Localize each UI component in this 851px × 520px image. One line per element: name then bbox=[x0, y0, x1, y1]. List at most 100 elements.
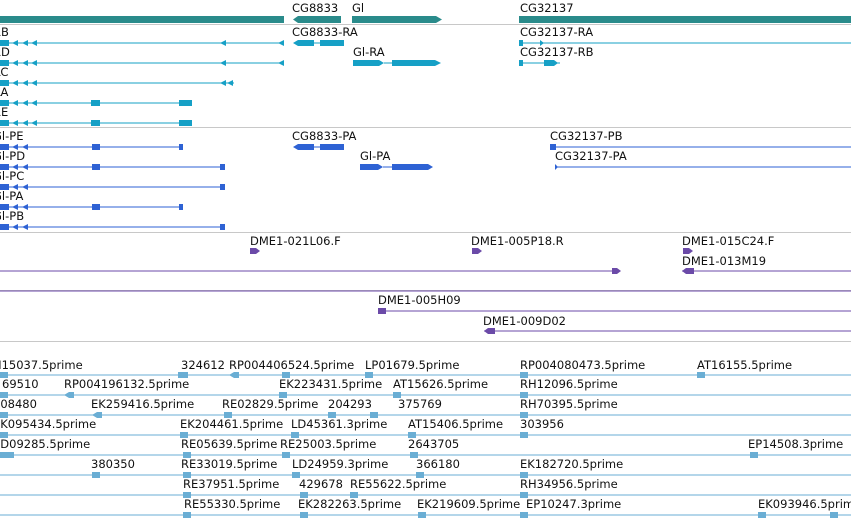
est-label[interactable]: LP01679.5prime bbox=[365, 358, 460, 372]
transcript-gl-pa[interactable] bbox=[360, 164, 433, 170]
est-track bbox=[0, 372, 851, 518]
clone-dme1-009d02[interactable] bbox=[484, 328, 851, 334]
est-label[interactable]: EK182720.5prime bbox=[520, 457, 624, 471]
transcript-rd[interactable] bbox=[0, 60, 284, 66]
est-label[interactable]: EK093946.5prime bbox=[758, 497, 851, 511]
transcript-label-cg32137-ra[interactable]: CG32137-RA bbox=[520, 25, 594, 39]
est-label[interactable]: RH70395.5prime bbox=[520, 397, 618, 411]
est-label[interactable]: RH12096.5prime bbox=[520, 377, 618, 391]
est-label[interactable]: 324612 bbox=[181, 358, 225, 372]
est-label[interactable]: 204293 bbox=[328, 397, 372, 411]
transcript-label-rb[interactable]: RB bbox=[0, 25, 9, 39]
est-label[interactable]: RE25003.5prime bbox=[280, 437, 377, 451]
est-label[interactable]: 108480 bbox=[0, 397, 37, 411]
est-label[interactable]: N15037.5prime bbox=[0, 358, 83, 372]
transcript-cg32137-pa[interactable] bbox=[555, 164, 851, 170]
clone-mark[interactable] bbox=[250, 248, 260, 254]
transcript-label-rc[interactable]: RC bbox=[0, 65, 9, 79]
transcript-label-rd[interactable]: RD bbox=[0, 45, 10, 59]
transcript-ra[interactable] bbox=[0, 100, 192, 106]
transcript-gl-pb[interactable] bbox=[0, 224, 225, 230]
clone-dme1-005h09[interactable] bbox=[378, 308, 851, 314]
est-label[interactable]: 69510 bbox=[2, 377, 39, 391]
transcript-cg8833-pa[interactable] bbox=[293, 144, 344, 150]
est-label[interactable]: RH34956.5prime bbox=[520, 477, 618, 491]
transcript-gl-pa-2[interactable] bbox=[0, 204, 183, 210]
est-label[interactable]: AT15626.5prime bbox=[393, 377, 489, 391]
transcript-label-gl-pa[interactable]: Gl-PA bbox=[360, 149, 391, 163]
est-label[interactable]: EP14508.3prime bbox=[748, 437, 844, 451]
gene-bar[interactable] bbox=[0, 16, 284, 23]
transcript-label-ra[interactable]: RA bbox=[0, 85, 9, 99]
gene-bar-cg32137[interactable] bbox=[519, 16, 851, 23]
est-label[interactable]: RP004406524.5prime bbox=[229, 358, 355, 372]
est-label[interactable]: 375769 bbox=[398, 397, 442, 411]
gene-label-gl[interactable]: Gl bbox=[352, 1, 365, 15]
transcript-label-cg32137-rb[interactable]: CG32137-RB bbox=[520, 45, 594, 59]
transcript-label-cg32137-pa[interactable]: CG32137-PA bbox=[555, 149, 627, 163]
est-label[interactable]: 2643705 bbox=[408, 437, 460, 451]
gene-label-cg32137[interactable]: CG32137 bbox=[520, 1, 574, 15]
transcript-rb[interactable] bbox=[0, 40, 284, 46]
clone-label[interactable]: DME1-009D02 bbox=[483, 314, 566, 328]
est-label[interactable]: 429678 bbox=[299, 477, 343, 491]
refseq-transcripts bbox=[0, 144, 851, 230]
est-label[interactable]: EK095434.5prime bbox=[0, 417, 97, 431]
est-label[interactable]: 303956 bbox=[520, 417, 564, 431]
transcript-label-gl-pa-2[interactable]: Gl-PA bbox=[0, 189, 24, 203]
clone-label[interactable]: DME1-015C24.F bbox=[682, 234, 775, 248]
est-label[interactable]: AT16155.5prime bbox=[697, 358, 793, 372]
clone-mark[interactable] bbox=[472, 248, 482, 254]
gene-bar-gl[interactable] bbox=[352, 16, 442, 23]
gene-label-cg8833[interactable]: CG8833 bbox=[292, 1, 339, 15]
transcript-cg8833-ra[interactable] bbox=[293, 40, 344, 46]
est-label[interactable]: RE33019.5prime bbox=[181, 457, 278, 471]
transcript-gl-pd[interactable] bbox=[0, 164, 225, 170]
transcript-cg32137-pb[interactable] bbox=[550, 144, 851, 150]
est-label[interactable]: RE02829.5prime bbox=[222, 397, 319, 411]
transcript-gl-pe[interactable] bbox=[0, 144, 183, 150]
gene-bar-cg8833[interactable] bbox=[293, 16, 341, 23]
transcript-label-cg8833-pa[interactable]: CG8833-PA bbox=[292, 129, 357, 143]
transcript-cg32137-ra[interactable] bbox=[519, 40, 851, 46]
est-label[interactable]: EP10247.3prime bbox=[526, 497, 622, 511]
clone-label[interactable]: DME1-005P18.R bbox=[471, 234, 564, 248]
est-label[interactable]: SD09285.5prime bbox=[0, 437, 91, 451]
est-label[interactable]: 380350 bbox=[91, 457, 135, 471]
est-label[interactable]: 366180 bbox=[416, 457, 460, 471]
est-label[interactable]: EK204461.5prime bbox=[180, 417, 284, 431]
clone-pair-line[interactable] bbox=[0, 268, 621, 274]
est-label[interactable]: RE55330.5prime bbox=[184, 497, 281, 511]
clone-label[interactable]: DME1-013M19 bbox=[682, 254, 767, 268]
est-label[interactable]: RE05639.5prime bbox=[181, 437, 278, 451]
transcript-label-re[interactable]: RE bbox=[0, 105, 9, 119]
est-label[interactable]: RP004196132.5prime bbox=[64, 377, 190, 391]
transcript-label-gl-pb[interactable]: Gl-PB bbox=[0, 209, 25, 223]
clone-dme1-013m19[interactable] bbox=[682, 268, 851, 274]
est-label[interactable]: AT15406.5prime bbox=[408, 417, 504, 431]
transcript-label-cg32137-pb[interactable]: CG32137-PB bbox=[550, 129, 623, 143]
transcript-label-gl-pc[interactable]: Gl-PC bbox=[0, 169, 25, 183]
transcript-label-gl-ra[interactable]: Gl-RA bbox=[353, 45, 385, 59]
clone-label[interactable]: DME1-021L06.F bbox=[250, 234, 341, 248]
transcript-gl-ra[interactable] bbox=[353, 60, 441, 66]
est-label[interactable]: LD45361.3prime bbox=[291, 417, 388, 431]
est-label[interactable]: RE37951.5prime bbox=[183, 477, 280, 491]
transcript-cg32137-rb[interactable] bbox=[519, 60, 560, 66]
transcript-rc[interactable] bbox=[0, 80, 234, 86]
est-label[interactable]: RE55622.5prime bbox=[350, 477, 447, 491]
est-label[interactable]: LD24959.3prime bbox=[292, 457, 389, 471]
est-label[interactable]: EK219609.5prime bbox=[417, 497, 521, 511]
clone-mark[interactable] bbox=[683, 248, 693, 254]
est-label[interactable]: EK282263.5prime bbox=[298, 497, 402, 511]
transcript-re[interactable] bbox=[0, 120, 192, 126]
est-label[interactable]: EK223431.5prime bbox=[279, 377, 383, 391]
est-label[interactable]: EK259416.5prime bbox=[91, 397, 195, 411]
transcript-gl-pc[interactable] bbox=[0, 184, 225, 190]
transcript-label-cg8833-ra[interactable]: CG8833-RA bbox=[292, 25, 358, 39]
clone-label[interactable]: DME1-005H09 bbox=[378, 293, 461, 307]
transcript-label-gl-pd[interactable]: Gl-PD bbox=[0, 149, 26, 163]
est-label[interactable]: RP004080473.5prime bbox=[520, 358, 646, 372]
transcript-label-gl-pe[interactable]: Gl-PE bbox=[0, 129, 24, 143]
